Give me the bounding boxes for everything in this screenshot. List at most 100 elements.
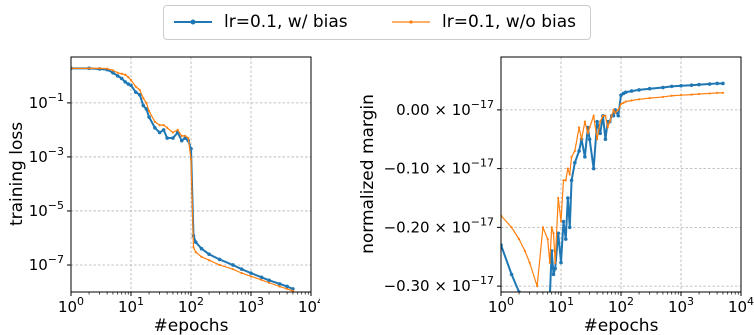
left-point-with-bias [141,103,146,108]
right-point-with-bias [591,166,596,171]
legend-label-without-bias: lr=0.1, w/o bias [442,12,577,32]
right-point-without-bias [546,238,549,241]
right-point-without-bias [550,226,553,229]
right-point-with-bias [577,149,581,153]
legend-marker-without-bias [409,20,413,24]
right-point-without-bias [559,220,563,223]
left-point-with-bias [153,125,157,130]
right-point-without-bias [708,92,711,95]
right-point-without-bias [624,100,627,103]
left-point-without-bias [249,275,253,278]
right-point-without-bias [679,94,683,97]
right-point-without-bias [583,120,586,123]
left-point-without-bias [124,73,127,76]
right-point-without-bias [614,111,617,114]
left-point-with-bias [147,115,151,119]
right-y-tick-label: 0.00 × 10−17 [396,98,494,119]
right-point-with-bias [573,160,577,165]
legend: lr=0.1, w/ bias lr=0.1, w/o bias [163,5,591,40]
right-point-with-bias [679,83,683,88]
right-point-with-bias [616,113,621,118]
training-loss-chart: 100 101 102 103 104 10−1 10−3 10−5 10−7 #epochs… [7,56,320,335]
left-point-with-bias [199,246,204,251]
right-point-without-bias [586,132,589,135]
right-point-without-bias [630,99,633,102]
right-y-tick-label: −0.10 × 10−17 [384,157,494,178]
left-point-without-bias [189,158,193,161]
left-point-without-bias [129,78,133,82]
left-point-without-bias [180,134,183,138]
right-point-with-bias [619,93,623,97]
right-point-with-bias [541,320,545,324]
right-point-without-bias [566,167,569,170]
right-point-without-bias [599,120,602,123]
right-point-without-bias [577,126,581,129]
left-point-with-bias [291,287,295,291]
left-point-with-bias [111,71,115,75]
left-point-without-bias [194,250,197,254]
left-series [71,66,295,292]
right-point-with-bias [528,320,532,324]
right-point-with-bias [603,137,608,142]
left-y-tick-label: 10−1 [29,91,64,112]
right-point-without-bias [568,173,571,176]
left-point-with-bias [217,257,222,262]
right-point-with-bias [567,225,572,230]
left-point-without-bias [187,136,190,140]
right-y-ticks: 0.00 × 10−17 −0.10 × 10−17 −0.20 × 10−17 −0… [384,98,501,295]
left-point-without-bias [166,126,169,129]
right-point-with-bias [697,82,701,87]
left-y-axis-label: training loss [7,122,27,226]
left-point-without-bias [171,131,175,134]
right-point-without-bias [570,155,573,158]
left-point-without-bias [207,259,211,262]
left-x-tick-label: 103 [238,295,264,316]
right-point-without-bias [619,102,623,106]
right-y-tick-label: −0.20 × 10−17 [384,215,494,236]
left-point-without-bias [120,72,123,75]
left-point-without-bias [231,268,235,271]
left-point-with-bias [119,76,124,81]
right-point-with-bias [647,86,652,91]
left-point-without-bias [162,124,165,127]
left-x-ticks: 100 101 102 103 104 [58,292,320,316]
right-point-without-bias [562,179,565,182]
right-point-without-bias [573,149,576,153]
right-point-without-bias [606,126,609,129]
right-point-without-bias [721,91,725,94]
right-series [501,81,725,324]
right-line-without-bias [501,92,723,287]
left-point-without-bias [106,67,109,70]
right-point-with-bias [721,81,725,86]
right-point-without-bias [592,114,595,117]
left-point-with-bias [267,278,271,283]
right-point-without-bias [528,261,531,264]
left-y-ticks: 10−1 10−3 10−5 10−7 [29,91,71,274]
right-point-without-bias [608,120,611,123]
left-point-with-bias [129,83,133,88]
left-point-without-bias [111,69,115,72]
left-point-without-bias [192,246,195,249]
left-point-with-bias [157,130,162,135]
left-x-axis-label: #epochs [154,316,229,335]
left-x-tick-label: 100 [58,295,84,316]
left-point-with-bias [277,282,282,286]
right-point-without-bias [554,261,557,264]
left-point-without-bias [176,128,179,132]
left-point-without-bias [142,97,145,100]
legend-swatches [174,19,430,25]
left-point-with-bias [165,136,169,140]
right-point-with-bias [689,83,694,87]
left-point-without-bias [291,289,295,292]
right-point-without-bias [648,97,651,100]
left-point-without-bias [147,109,151,113]
right-point-with-bias [587,137,592,142]
left-point-without-bias [127,76,130,79]
left-point-with-bias [207,252,211,257]
left-y-tick-label: 10−5 [29,199,64,220]
left-point-with-bias [115,74,120,78]
right-point-without-bias [548,261,551,264]
left-point-without-bias [134,85,137,88]
right-point-without-bias [523,249,526,252]
